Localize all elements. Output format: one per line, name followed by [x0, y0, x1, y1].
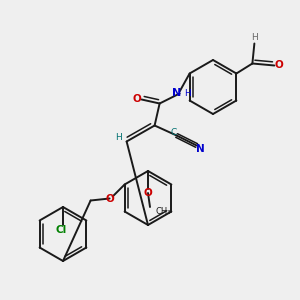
Text: CH₃: CH₃ [156, 206, 172, 215]
Text: N: N [172, 88, 181, 98]
Text: H: H [184, 89, 191, 98]
Text: O: O [132, 94, 141, 104]
Text: H: H [115, 133, 122, 142]
Text: O: O [144, 188, 152, 198]
Text: N: N [196, 143, 205, 154]
Text: O: O [274, 61, 283, 70]
Text: Cl: Cl [56, 225, 67, 235]
Text: H: H [251, 33, 258, 42]
Text: C: C [170, 128, 177, 137]
Text: O: O [105, 194, 114, 203]
